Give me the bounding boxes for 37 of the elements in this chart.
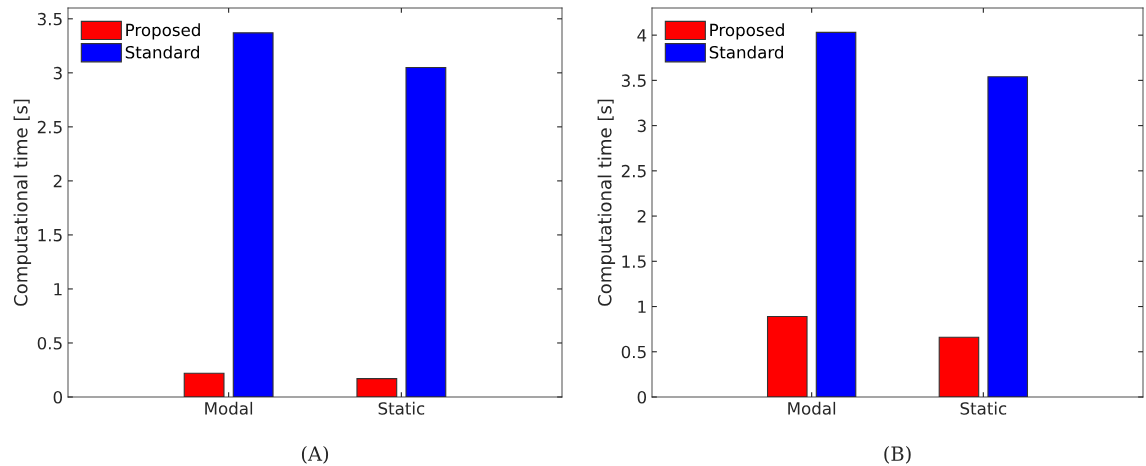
legend-label: Standard (709, 45, 783, 59)
y-tick-label: 3 (637, 119, 646, 133)
y-tick-label: 0 (53, 390, 63, 404)
y-tick-label: 3.5 (621, 74, 646, 87)
y-tick-label: 2 (637, 210, 646, 223)
x-tick-label: Modal (788, 401, 836, 415)
x-tick-label: Static (378, 401, 425, 415)
bar (815, 31, 857, 397)
y-tick-label: 2.5 (621, 164, 646, 178)
text: (A) (301, 445, 329, 464)
bar (356, 378, 398, 397)
y-tick-label: 0 (637, 390, 647, 404)
y-tick-label: 4 (637, 29, 647, 42)
legend-label: Proposed (126, 23, 200, 40)
y-tick-label: 1 (638, 300, 646, 313)
y-axis-title: Computational time [s] (597, 99, 616, 306)
legend-label: Proposed (710, 23, 784, 40)
bar (766, 315, 808, 397)
y-tick-label: 3.5 (37, 12, 62, 26)
y-tick-label: 0.5 (37, 336, 62, 350)
y-tick-label: 1.5 (622, 255, 646, 268)
text: (B) (884, 445, 911, 464)
bar (232, 32, 274, 397)
bar (987, 76, 1029, 397)
y-tick-label: 3 (53, 66, 62, 80)
y-tick-label: 2.5 (37, 120, 62, 134)
legend-label: Standard (125, 45, 199, 59)
y-axis-title: Computational time [s] (13, 99, 32, 306)
y-tick-label: 2 (53, 174, 62, 188)
bar (405, 66, 447, 397)
bar (183, 372, 225, 397)
x-tick-label: Static (960, 401, 1007, 415)
y-tick-label: 0.5 (621, 345, 646, 359)
y-tick-label: 1.5 (38, 229, 62, 242)
bar (938, 336, 980, 397)
y-tick-label: 1 (54, 283, 62, 296)
x-tick-label: Modal (205, 401, 253, 415)
